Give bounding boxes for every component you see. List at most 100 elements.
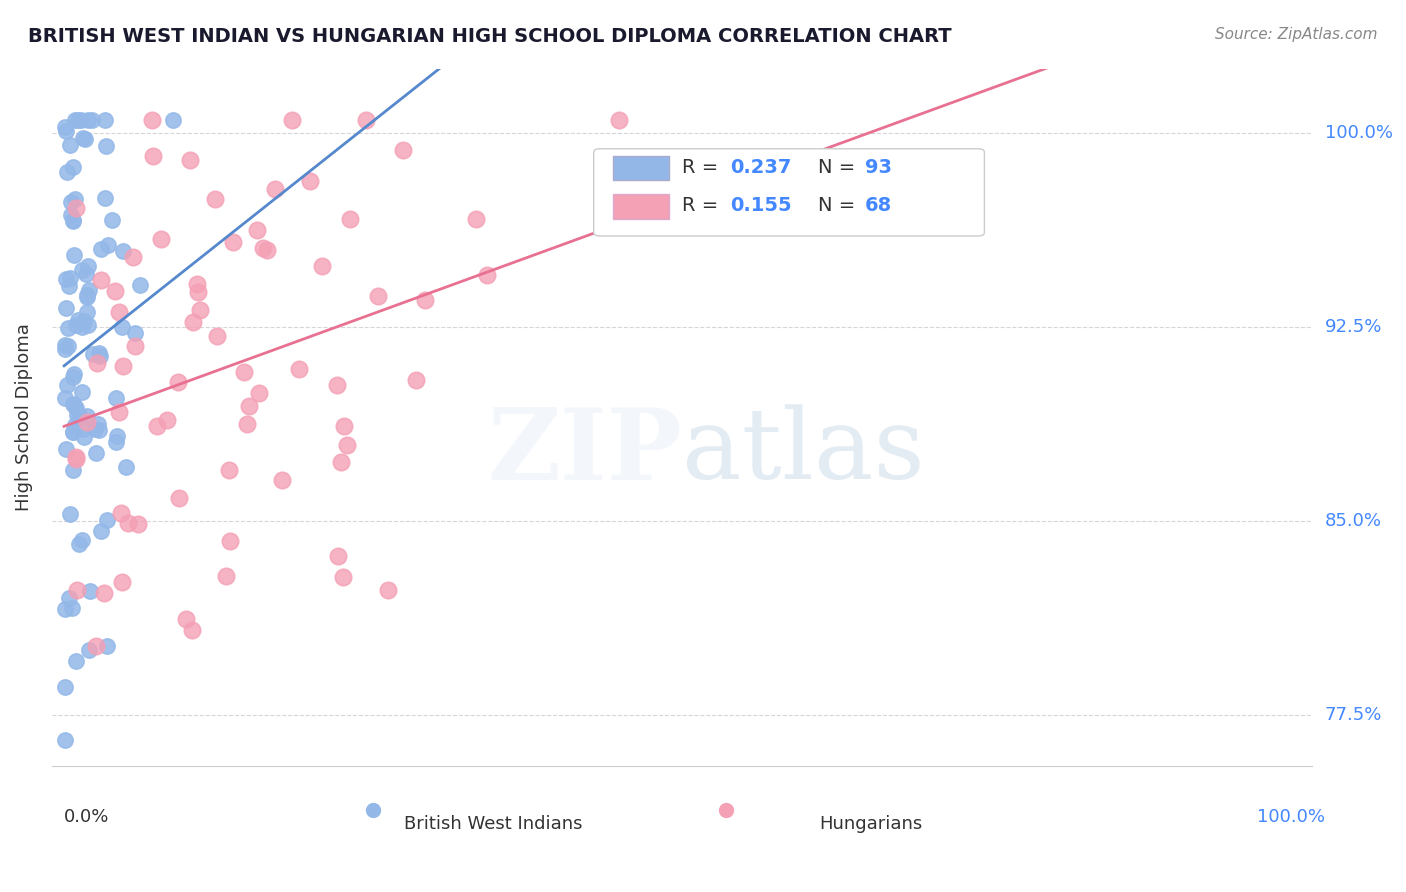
Point	[63, 418, 86, 433]
Text: 92.5%: 92.5%	[1324, 318, 1382, 336]
Point	[72, 422, 94, 436]
Point	[62, 214, 84, 228]
Point	[187, 285, 209, 299]
Point	[62, 425, 84, 439]
Point	[205, 329, 228, 343]
Point	[86, 356, 108, 370]
Point	[354, 113, 377, 128]
Point	[65, 654, 87, 668]
Point	[236, 417, 259, 431]
Text: R =: R =	[682, 196, 724, 216]
Point	[238, 399, 260, 413]
Text: BRITISH WEST INDIAN VS HUNGARIAN HIGH SCHOOL DIPLOMA CORRELATION CHART: BRITISH WEST INDIAN VS HUNGARIAN HIGH SC…	[28, 27, 952, 45]
Point	[53, 391, 76, 405]
Point	[76, 415, 98, 429]
Point	[464, 212, 486, 227]
Point	[124, 339, 146, 353]
Point	[62, 463, 84, 477]
Point	[124, 326, 146, 341]
Point	[89, 346, 111, 360]
Point	[247, 386, 270, 401]
Bar	[613, 156, 669, 180]
Point	[298, 174, 321, 188]
Text: 93: 93	[865, 158, 891, 178]
Point	[180, 623, 202, 637]
Point	[60, 600, 83, 615]
Point	[218, 463, 240, 477]
Point	[288, 361, 311, 376]
Point	[62, 397, 84, 411]
Point	[90, 243, 112, 257]
Point	[167, 375, 190, 389]
Point	[62, 213, 84, 227]
Point	[76, 287, 98, 301]
Point	[55, 301, 77, 315]
Point	[87, 417, 110, 432]
Point	[65, 401, 87, 416]
Point	[66, 113, 89, 128]
Point	[55, 442, 77, 457]
Point	[96, 639, 118, 653]
Point	[146, 419, 169, 434]
Point	[271, 474, 294, 488]
Point	[326, 549, 349, 563]
Point	[96, 513, 118, 527]
Point	[76, 259, 98, 273]
Point	[77, 283, 100, 297]
Text: 0.155: 0.155	[730, 196, 792, 216]
Point	[222, 235, 245, 249]
Point	[62, 370, 84, 384]
Text: N =: N =	[818, 196, 862, 216]
Text: atlas: atlas	[682, 404, 925, 500]
Point	[76, 290, 98, 304]
Point	[128, 278, 150, 293]
Point	[70, 533, 93, 547]
Point	[66, 409, 89, 423]
Point	[58, 591, 80, 605]
Point	[63, 193, 86, 207]
Point	[246, 223, 269, 237]
Point	[67, 411, 90, 425]
Text: N =: N =	[818, 158, 862, 178]
Text: 85.0%: 85.0%	[1324, 512, 1382, 530]
Point	[179, 153, 201, 167]
Point	[67, 313, 90, 327]
Point	[475, 268, 498, 282]
Point	[73, 314, 96, 328]
Point	[63, 368, 86, 382]
Point	[76, 318, 98, 332]
Point	[55, 124, 77, 138]
Point	[215, 569, 238, 583]
Point	[186, 277, 208, 291]
Point	[65, 451, 87, 466]
Point	[53, 342, 76, 356]
Point	[84, 639, 107, 653]
Point	[76, 409, 98, 423]
Point	[111, 319, 134, 334]
Point	[90, 272, 112, 286]
Point	[339, 211, 361, 226]
Point	[53, 733, 76, 747]
Point	[174, 612, 197, 626]
Point	[415, 293, 437, 308]
Point	[72, 131, 94, 145]
Point	[87, 423, 110, 437]
Point	[97, 238, 120, 252]
Point	[63, 113, 86, 128]
Point	[377, 583, 399, 598]
Point	[93, 586, 115, 600]
Text: 0.237: 0.237	[730, 158, 792, 178]
Point	[332, 570, 354, 584]
Point	[141, 113, 163, 128]
Point	[58, 279, 80, 293]
Point	[77, 643, 100, 657]
Point	[112, 244, 135, 258]
Text: ZIP: ZIP	[486, 404, 682, 500]
Point	[142, 149, 165, 163]
Point	[58, 137, 80, 152]
Point	[53, 681, 76, 695]
Point	[336, 438, 359, 452]
Point	[105, 391, 128, 405]
Point	[65, 450, 87, 464]
Point	[150, 232, 173, 246]
